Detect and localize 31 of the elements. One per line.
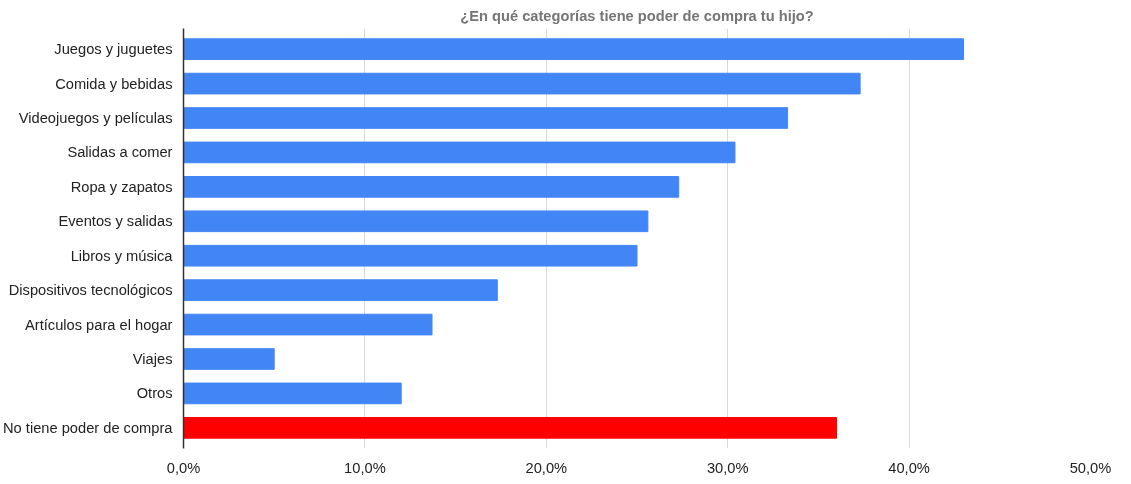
bar (183, 72, 861, 95)
x-tick-label: 50,0% (1069, 459, 1112, 476)
bar (183, 176, 680, 198)
bar (183, 382, 402, 405)
x-tick-label: 10,0% (344, 459, 386, 476)
y-tick-label: No tiene poder de compra (3, 419, 174, 436)
y-tick-label: Artículos para el hogar (25, 316, 173, 333)
x-tick-label: 20,0% (525, 459, 568, 476)
y-tick-label: Libros y música (70, 247, 174, 264)
y-tick-label: Salidas a comer (67, 144, 173, 161)
y-tick-label: Comida y bebidas (55, 75, 173, 92)
y-tick-label: Dispositivos tecnológicos (8, 282, 173, 299)
chart-title: ¿En qué categorías tiene poder de compra tu hijo? (460, 7, 814, 24)
y-tick-label: Videojuegos y películas (18, 110, 173, 127)
bar (183, 210, 649, 233)
bar (183, 141, 736, 164)
bar (183, 279, 498, 301)
x-tick-label: 0,0% (166, 459, 201, 476)
bar (183, 417, 838, 439)
x-tick-label: 30,0% (706, 459, 749, 476)
bar (183, 38, 965, 60)
y-tick-label: Viajes (132, 350, 173, 367)
bar (183, 348, 275, 370)
bar (183, 244, 638, 267)
x-tick-label: 40,0% (888, 459, 930, 476)
y-tick-label: Otros (136, 385, 173, 402)
y-tick-label: Juegos y juguetes (54, 41, 173, 58)
bar (183, 107, 789, 129)
y-tick-label: Eventos y salidas (58, 213, 173, 230)
bar (183, 313, 433, 336)
y-tick-label: Ropa y zapatos (70, 178, 173, 195)
